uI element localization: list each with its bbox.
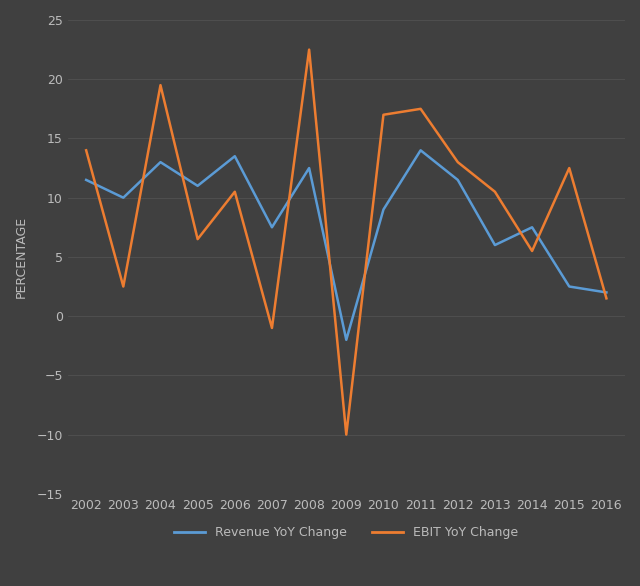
Legend: Revenue YoY Change, EBIT YoY Change: Revenue YoY Change, EBIT YoY Change [169,522,524,544]
Revenue YoY Change [491,241,499,248]
Revenue YoY Change [83,176,90,183]
Line: Revenue YoY Change: Revenue YoY Change [86,150,607,340]
Revenue YoY Change [565,283,573,290]
Revenue YoY Change [603,289,611,296]
Revenue YoY Change [194,182,202,189]
Revenue YoY Change [268,224,276,231]
EBIT YoY Change [565,165,573,172]
EBIT YoY Change [120,283,127,290]
Revenue YoY Change [305,165,313,172]
Revenue YoY Change [120,194,127,201]
Revenue YoY Change [157,159,164,166]
EBIT YoY Change [231,188,239,195]
Revenue YoY Change [342,336,350,343]
EBIT YoY Change [194,236,202,243]
Revenue YoY Change [231,153,239,160]
EBIT YoY Change [83,146,90,154]
Revenue YoY Change [380,206,387,213]
Revenue YoY Change [417,146,424,154]
EBIT YoY Change [417,105,424,113]
EBIT YoY Change [491,188,499,195]
EBIT YoY Change [603,295,611,302]
EBIT YoY Change [528,247,536,254]
EBIT YoY Change [157,81,164,88]
EBIT YoY Change [305,46,313,53]
EBIT YoY Change [268,325,276,332]
Revenue YoY Change [454,176,461,183]
EBIT YoY Change [454,159,461,166]
Revenue YoY Change [528,224,536,231]
EBIT YoY Change [380,111,387,118]
EBIT YoY Change [342,431,350,438]
Y-axis label: PERCENTAGE: PERCENTAGE [15,216,28,298]
Line: EBIT YoY Change: EBIT YoY Change [86,50,607,435]
